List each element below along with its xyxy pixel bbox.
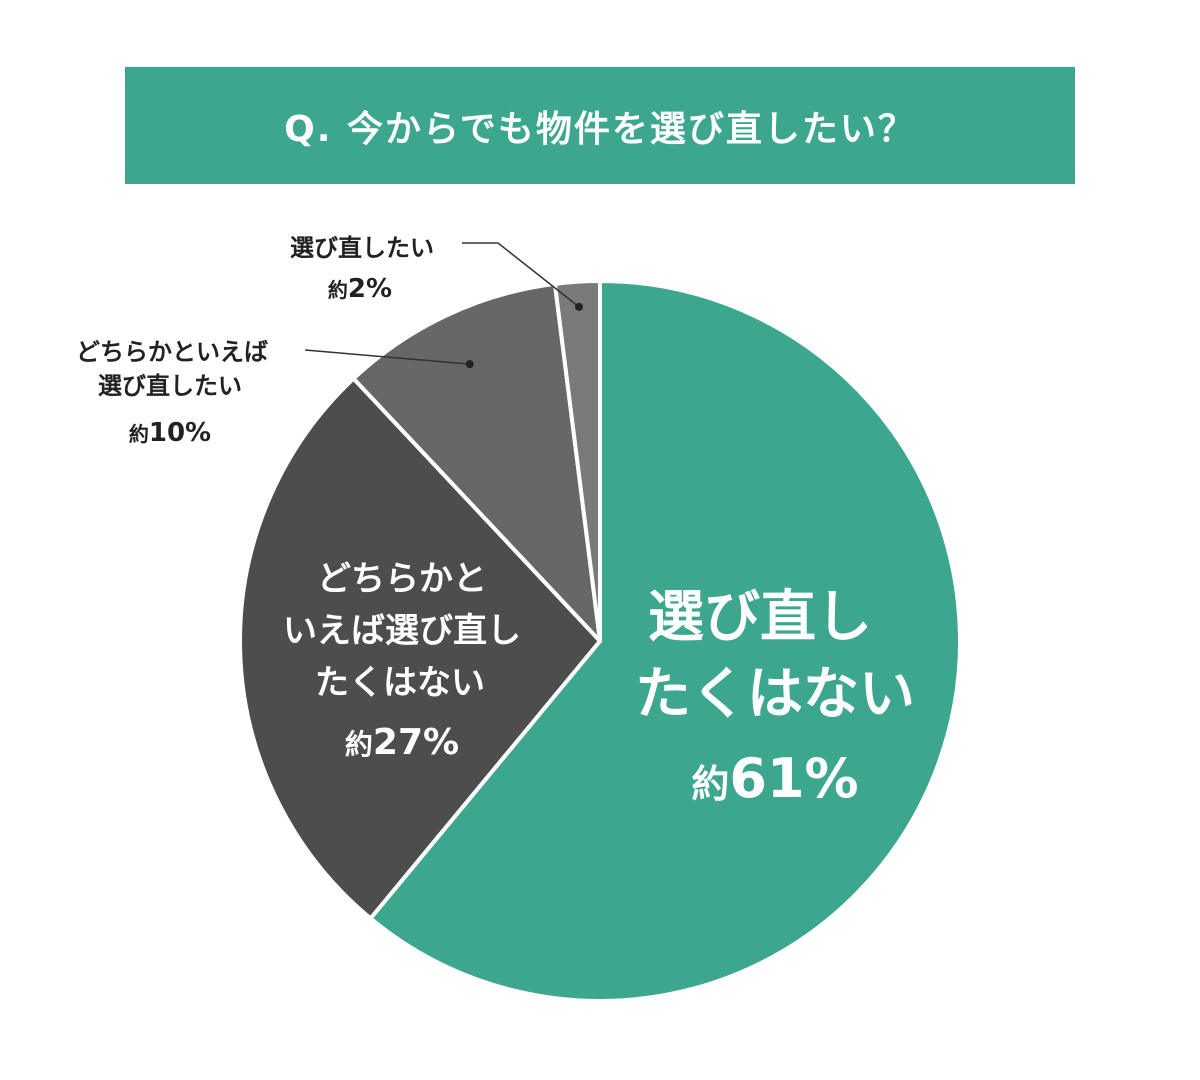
- pie-slice-3: [552, 279, 602, 643]
- chart-title: Q. 今からでも物件を選び直したい？: [125, 67, 1075, 184]
- pie-slice-0: [368, 279, 962, 1003]
- slice-label-2-line-1: 選び直したい: [98, 372, 242, 400]
- pie-labels: 選び直したくはない約61%どちらかといえば選び直したくはない約27%どちらかとい…: [76, 234, 915, 810]
- slice-pct-3: 約2%: [328, 274, 392, 304]
- pie-slice-1: [238, 376, 602, 921]
- leader-line-2: [304, 349, 470, 365]
- slice-pct-0: 約61%: [691, 747, 858, 810]
- slice-label-1-line-0: どちらかと: [317, 559, 487, 599]
- pie-slices: [238, 279, 962, 1003]
- slice-label-2-line-0: どちらかといえば: [76, 338, 268, 366]
- pie-slice-2: [351, 281, 602, 643]
- leader-dot-2: [465, 360, 474, 369]
- slice-pct-1: 約27%: [345, 722, 459, 763]
- slice-pct-2: 約10%: [129, 418, 211, 448]
- slice-label-0-line-1: たくはない: [635, 662, 915, 727]
- slice-label-1-line-2: たくはない: [315, 663, 485, 703]
- leader-dot-3: [574, 302, 583, 311]
- slice-label-3-line-0: 選び直したい: [290, 234, 434, 262]
- slice-label-1-line-1: いえば選び直し: [283, 611, 521, 651]
- leader-line-3: [462, 242, 580, 308]
- slice-label-0-line-0: 選び直し: [648, 585, 872, 650]
